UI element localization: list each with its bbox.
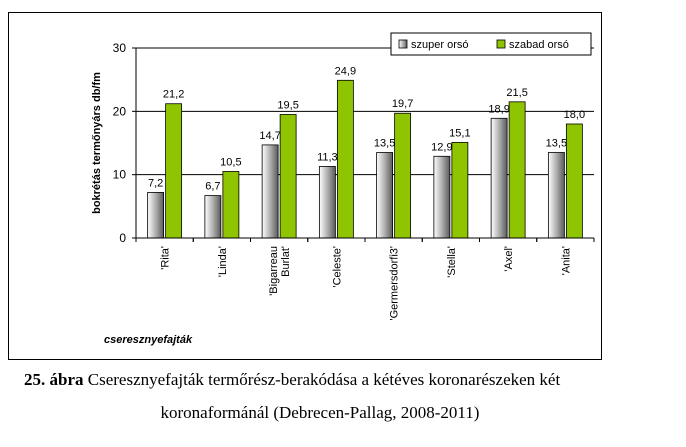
legend-swatch [398,39,408,49]
bar-szuper-orso [147,191,165,239]
legend-box [390,32,592,56]
bar-szabad-orso [222,171,240,239]
category-label-line: 'Linda' [217,246,229,277]
x-axis-title: cseresznyefajták [104,334,193,346]
data-label: 12,9 [431,141,452,153]
bar-szabad-orso [508,101,526,239]
figure-caption-line1: 25. ábra Cseresznyefajták termőrész-bera… [24,370,686,390]
bar-szabad-orso [279,114,297,239]
data-label: 13,5 [374,138,395,150]
category-label-line: 'Axel' [503,246,515,272]
category-label: 'Stella' [446,246,458,278]
data-label: 18,9 [488,103,509,115]
figure-caption-line2: koronaformánál (Debrecen-Pallag, 2008-20… [160,403,480,422]
category-label: 'Celeste' [331,246,343,288]
data-label: 19,5 [277,100,298,112]
legend-label: szabad orsó [509,39,569,51]
figure-caption-text: Cseresznyefajták termőrész-berakódása a … [87,370,561,389]
chart-frame: 7,2 21,2 6,7 10,5 14,7 19,5 11,3 24,9 13,5 19,7 12… [8,12,602,360]
figure-number: 25. ábra [24,370,84,389]
category-label: 'Axel' [503,246,515,272]
bar-szabad-orso [336,79,354,239]
bar-szuper-orso [376,152,394,239]
bar-szabad-orso [565,123,583,239]
y-tick-label: 20 [113,104,127,118]
category-label: 'Rita' [160,246,172,270]
bar-chart: 7,2 21,2 6,710,5 14,7 19,5 11,3 24,9 13,5 19,7 12… [91,32,595,346]
bar-szabad-orso [451,141,469,239]
data-label: 24,9 [335,65,356,77]
legend-label: szuper orsó [411,39,468,51]
bar-szabad-orso [394,112,412,239]
bar-szuper-orso [261,144,279,239]
y-tick-label: 30 [113,41,127,55]
data-label: 7,2 [148,177,163,189]
data-label: 11,3 [317,151,338,163]
data-label: 13,5 [546,138,567,150]
bar-szuper-orso [490,117,508,239]
data-label: 6,7 [205,181,220,193]
data-label: 19,7 [392,98,413,110]
data-label: 15,1 [449,127,470,139]
category-label-line: 'Germersdorfi3' [389,246,401,321]
data-label: 21,5 [506,87,527,99]
data-label: 10,5 [220,157,241,169]
y-axis-title: bokrétás termőnyárs db/fm [91,72,103,214]
bar-szuper-orso [204,195,222,239]
category-label: 'Germersdorfi3' [389,246,401,321]
category-label: 'Linda' [217,246,229,277]
category-label-line: 'Celeste' [331,246,343,288]
bar-szuper-orso [433,155,451,239]
category-label-line: 'Rita' [160,246,172,270]
category-label-line: 'Anita' [560,246,572,275]
category-label-line: Burlat' [280,246,292,277]
y-tick-label: 0 [119,231,126,245]
category-label: 'BigarreauBurlat' [268,246,292,296]
category-label: 'Anita' [560,246,572,275]
data-label: 18,0 [564,109,585,121]
bar-szuper-orso [318,166,336,239]
category-label-line: 'Bigarreau [268,246,280,296]
data-label: 21,2 [163,89,184,101]
bar-szuper-orso [547,152,565,239]
bar-szabad-orso [165,103,183,239]
category-label-line: 'Stella' [446,246,458,278]
legend-swatch [496,39,506,49]
y-tick-label: 10 [113,168,127,182]
data-label: 14,7 [259,130,280,142]
